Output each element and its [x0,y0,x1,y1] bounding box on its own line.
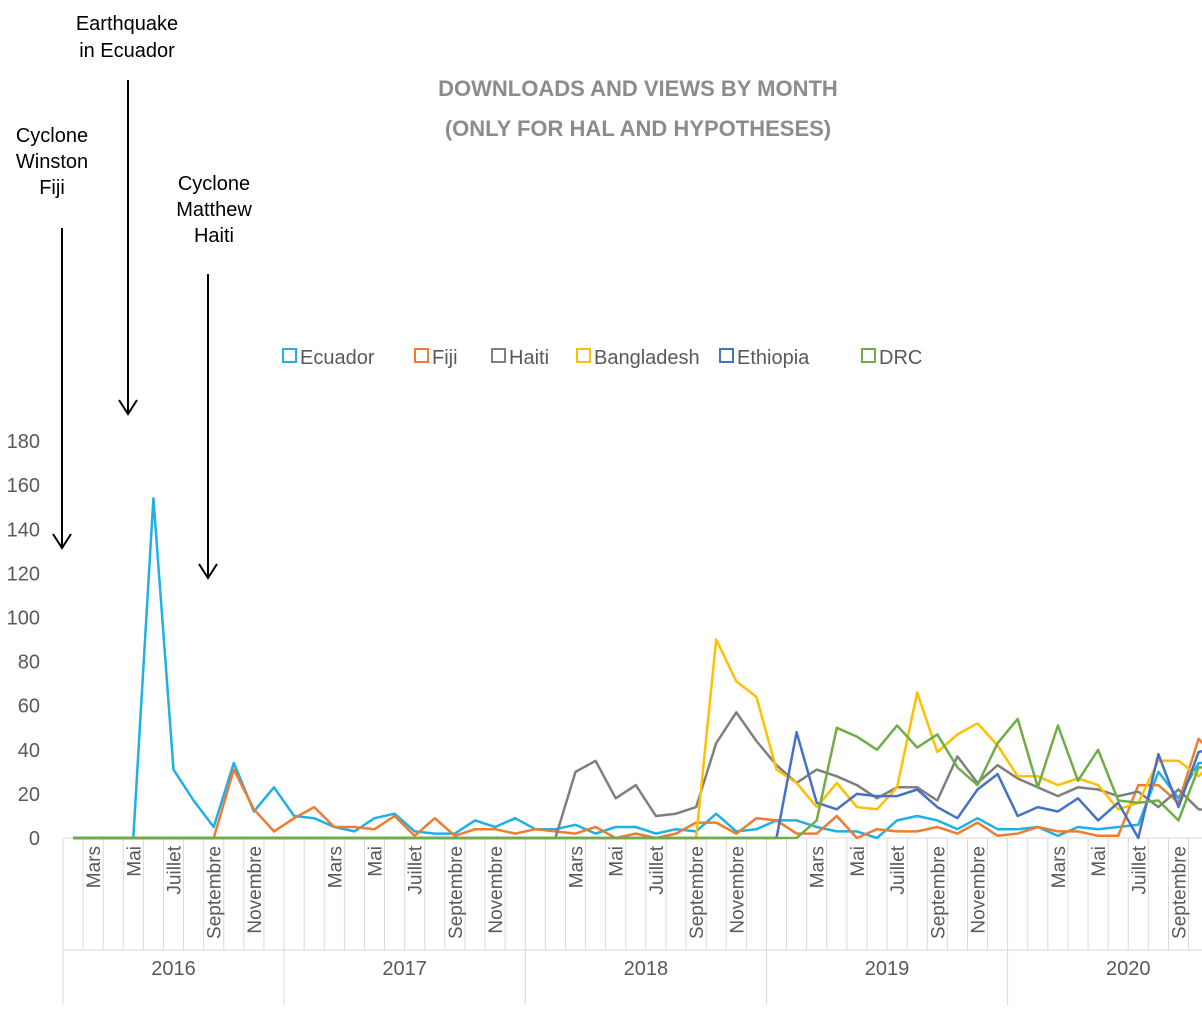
y-axis-labels: 0 20 40 60 80 100 120 140 160 180 [7,431,40,850]
x-year-label: 2019 [865,958,910,980]
x-month-label: Septembre [687,846,708,939]
x-month-label: Septembre [928,846,949,939]
x-month-label: Juillet [888,845,909,894]
x-month-label: Mars [1049,846,1070,888]
annotation-text: Winston [16,151,88,173]
x-year-label: 2018 [624,958,669,980]
y-tick-label: 80 [18,652,40,674]
legend-swatch [491,348,506,363]
y-tick-label: 100 [7,608,40,630]
x-month-label: Septembre [1170,846,1191,939]
x-month-label: Mai [1089,846,1110,877]
x-month-label: Juillet [647,845,668,894]
legend-item-ecuador: Ecuador [282,347,375,369]
x-month-label: Mars [808,846,829,888]
legend-swatch [414,348,429,363]
legend-label: Bangladesh [594,347,700,369]
y-tick-label: 20 [18,784,40,806]
event-annotation: Cyclone Winston Fiji [16,125,88,550]
annotations: Cyclone Winston Fiji Earthquake in Ecuador Cy… [16,13,252,580]
x-month-label: Mai [607,846,628,877]
legend-label: DRC [879,347,922,369]
x-year-label: 2017 [382,958,427,980]
x-month-label: Novembre [486,846,507,934]
legend-swatch [282,348,297,363]
annotation-text: Fiji [39,177,65,199]
annotation-arrow-head [198,563,218,580]
legend-label: Haiti [509,347,549,369]
x-month-label: Juillet [406,845,427,894]
legend-item-fiji: Fiji [414,347,458,369]
x-month-label: Mars [567,846,588,888]
legend-swatch [576,348,591,363]
x-year-label: 2016 [151,958,196,980]
x-month-label: Septembre [205,846,226,939]
annotation-text: Earthquake [76,13,178,35]
x-month-label: Mai [366,846,387,877]
x-month-label: Mars [325,846,346,888]
y-tick-label: 0 [29,828,40,850]
x-month-label: Juillet [1129,845,1150,894]
legend-label: Ecuador [300,347,375,369]
annotation-text: Cyclone [16,125,88,147]
plot-series [73,497,1202,840]
legend-item-ethiopia: Ethiopia [719,347,810,369]
chart-subtitle: (ONLY FOR HAL AND HYPOTHESES) [445,116,831,141]
x-year-label: 2020 [1106,958,1151,980]
x-month-label: Novembre [727,846,748,934]
y-tick-label: 60 [18,696,40,718]
x-month-label: Novembre [969,846,990,934]
event-annotation: Earthquake in Ecuador [76,13,178,416]
series-line-ecuador [73,497,1202,840]
annotation-arrow-head [118,399,138,416]
y-tick-label: 120 [7,563,40,585]
legend-swatch [861,348,876,363]
legend-swatch [719,348,734,363]
legend-label: Fiji [432,347,458,369]
y-tick-label: 40 [18,740,40,762]
x-month-label: Mai [848,846,869,877]
annotation-text: Matthew [176,199,252,221]
y-tick-label: 140 [7,519,40,541]
annotation-text: Haiti [194,225,234,247]
x-month-label: Mai [124,846,145,877]
series-line-drc [73,717,1202,840]
legend-item-drc: DRC [861,347,922,369]
x-axis: Mars Mai Juillet Septembre Novembre Mars Mai Ju… [62,837,1202,1005]
legend-label: Ethiopia [737,347,810,369]
chart-title: DOWNLOADS AND VIEWS BY MONTH [438,76,838,101]
x-month-label: Septembre [446,846,467,939]
x-month-label: Novembre [245,846,266,934]
annotation-arrow-head [52,533,72,550]
x-month-label: Juillet [165,845,186,894]
annotation-text: in Ecuador [79,40,175,62]
x-month-label: Mars [84,846,105,888]
legend-item-haiti: Haiti [491,347,549,369]
legend: Ecuador Fiji Haiti Bangladesh Ethiopia DRC [282,347,922,369]
event-annotation: Cyclone Matthew Haiti [176,173,252,580]
series-line-fiji [73,737,1202,840]
annotation-text: Cyclone [178,173,250,195]
y-tick-label: 180 [7,431,40,453]
y-tick-label: 160 [7,475,40,497]
series-line-ethiopia [73,730,1202,840]
legend-item-bangladesh: Bangladesh [576,347,700,369]
